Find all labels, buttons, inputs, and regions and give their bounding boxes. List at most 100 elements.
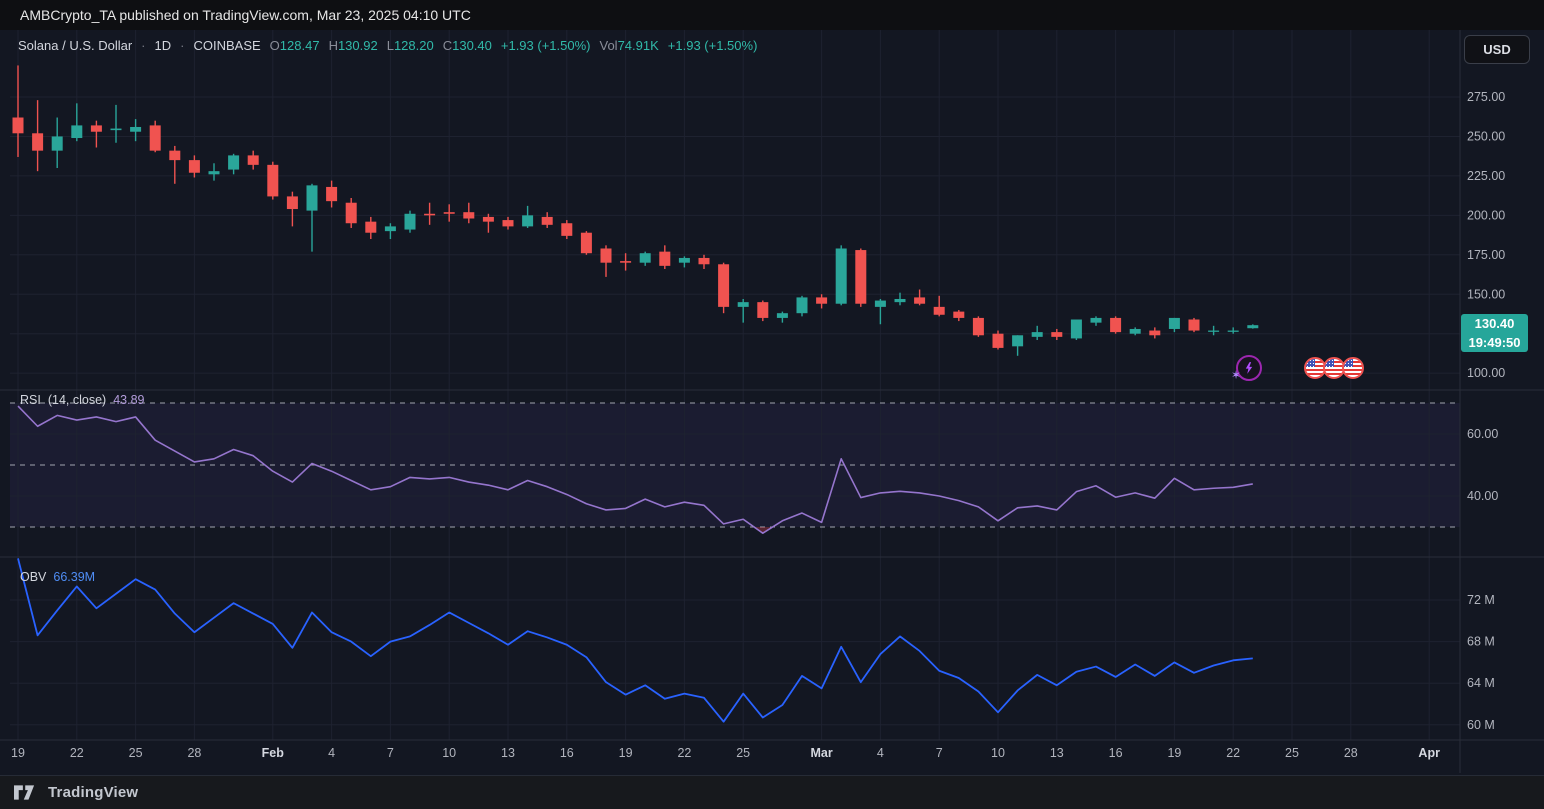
candle[interactable] (444, 204, 455, 221)
candle[interactable] (32, 100, 43, 171)
candle[interactable] (1149, 327, 1160, 338)
candle[interactable] (797, 296, 808, 317)
time-axis-label[interactable]: 25 (129, 746, 143, 760)
obv-axis-label[interactable]: 60 M (1467, 718, 1495, 732)
candle[interactable] (111, 105, 122, 143)
tradingview-logo-icon[interactable] (14, 784, 40, 801)
time-axis-label[interactable]: 25 (736, 746, 750, 760)
price-axis-label[interactable]: 275.00 (1467, 90, 1505, 104)
tradingview-brand[interactable]: TradingView (48, 784, 138, 801)
symbol-legend[interactable]: Solana / U.S. Dollar · 1D · COINBASE O12… (18, 38, 757, 53)
candle[interactable] (1071, 319, 1082, 340)
candle[interactable] (385, 223, 396, 239)
candle[interactable] (52, 118, 63, 168)
candle[interactable] (718, 263, 729, 313)
time-axis-label[interactable]: 19 (619, 746, 633, 760)
candle[interactable] (1247, 324, 1258, 328)
candle[interactable] (1228, 327, 1239, 333)
candle[interactable] (601, 245, 612, 277)
candle[interactable] (130, 119, 141, 141)
time-axis-label[interactable]: Apr (1418, 746, 1440, 760)
time-axis-label[interactable]: 28 (187, 746, 201, 760)
candle[interactable] (1012, 335, 1023, 356)
candle[interactable] (365, 217, 376, 239)
time-axis-label[interactable]: 4 (877, 746, 884, 760)
time-axis-label[interactable]: 10 (442, 746, 456, 760)
candle[interactable] (326, 181, 337, 208)
candle[interactable] (914, 290, 925, 306)
candle[interactable] (953, 310, 964, 321)
candle[interactable] (169, 146, 180, 184)
candle[interactable] (640, 252, 651, 266)
event-lightning-icon[interactable]: ✶ (1236, 355, 1262, 381)
candle[interactable] (738, 299, 749, 323)
candle[interactable] (150, 121, 161, 153)
time-axis-label[interactable]: 25 (1285, 746, 1299, 760)
time-axis-label[interactable]: 22 (70, 746, 84, 760)
obv-legend[interactable]: OBV 66.39M (20, 570, 95, 584)
us-flag-event-icon[interactable] (1342, 357, 1364, 379)
time-axis-label[interactable]: Mar (810, 746, 832, 760)
chart-canvas[interactable]: 275.00 250.00 225.00 200.00 175.00 150.00 100.… (0, 30, 1544, 775)
price-axis-label[interactable]: 200.00 (1467, 208, 1505, 222)
candle[interactable] (855, 248, 866, 306)
currency-usd-button[interactable]: USD (1464, 35, 1530, 64)
candle[interactable] (228, 154, 239, 175)
candle[interactable] (659, 245, 670, 269)
time-axis-label[interactable]: 22 (677, 746, 691, 760)
candle[interactable] (346, 198, 357, 228)
time-axis-label[interactable]: 28 (1344, 746, 1358, 760)
candle[interactable] (522, 206, 533, 228)
symbol-name[interactable]: Solana / U.S. Dollar (18, 38, 132, 53)
time-axis-label[interactable]: 22 (1226, 746, 1240, 760)
time-axis-label[interactable]: 19 (11, 746, 25, 760)
candle[interactable] (934, 296, 945, 317)
candle[interactable] (1169, 318, 1180, 332)
candle[interactable] (836, 245, 847, 305)
price-axis-label[interactable]: 250.00 (1467, 129, 1505, 143)
time-axis-label[interactable]: 19 (1167, 746, 1181, 760)
candle[interactable] (757, 301, 768, 322)
candle[interactable] (1032, 326, 1043, 340)
candle[interactable] (424, 203, 435, 225)
price-axis-label[interactable]: 225.00 (1467, 169, 1505, 183)
time-axis-label[interactable]: Feb (262, 746, 285, 760)
obv-axis-label[interactable]: 68 M (1467, 635, 1495, 649)
candle[interactable] (875, 299, 886, 324)
time-axis-label[interactable]: 7 (387, 746, 394, 760)
candle[interactable] (483, 214, 494, 233)
candle[interactable] (71, 103, 82, 141)
time-axis-label[interactable]: 16 (560, 746, 574, 760)
time-axis-label[interactable]: 4 (328, 746, 335, 760)
rsi-axis-label[interactable]: 40.00 (1467, 489, 1498, 503)
candle[interactable] (209, 163, 220, 180)
candle[interactable] (1091, 316, 1102, 325)
candle[interactable] (189, 155, 200, 177)
time-axis-label[interactable]: 13 (1050, 746, 1064, 760)
candle[interactable] (816, 294, 827, 308)
obv-axis-label[interactable]: 72 M (1467, 593, 1495, 607)
rsi-legend[interactable]: RSI (14, close) 43.89 (20, 393, 144, 407)
price-axis-label[interactable]: 100.00 (1467, 366, 1505, 380)
candle[interactable] (561, 220, 572, 239)
candle[interactable] (777, 312, 788, 323)
candle[interactable] (1189, 318, 1200, 332)
interval-label[interactable]: 1D (155, 38, 172, 53)
candle[interactable] (91, 121, 102, 148)
price-axis-label[interactable]: 150.00 (1467, 287, 1505, 301)
candle[interactable] (679, 256, 690, 267)
price-axis-label[interactable]: 175.00 (1467, 248, 1505, 262)
candle[interactable] (13, 65, 24, 157)
candle[interactable] (248, 151, 259, 170)
candle[interactable] (1051, 329, 1062, 340)
rsi-axis-label[interactable]: 60.00 (1467, 427, 1498, 441)
time-axis-label[interactable]: 16 (1109, 746, 1123, 760)
time-axis-label[interactable]: 7 (936, 746, 943, 760)
candle[interactable] (699, 255, 710, 269)
candle[interactable] (620, 253, 631, 270)
candle[interactable] (405, 211, 416, 233)
candle[interactable] (267, 162, 278, 200)
time-axis-label[interactable]: 13 (501, 746, 515, 760)
candle[interactable] (542, 212, 553, 228)
candle[interactable] (973, 316, 984, 337)
